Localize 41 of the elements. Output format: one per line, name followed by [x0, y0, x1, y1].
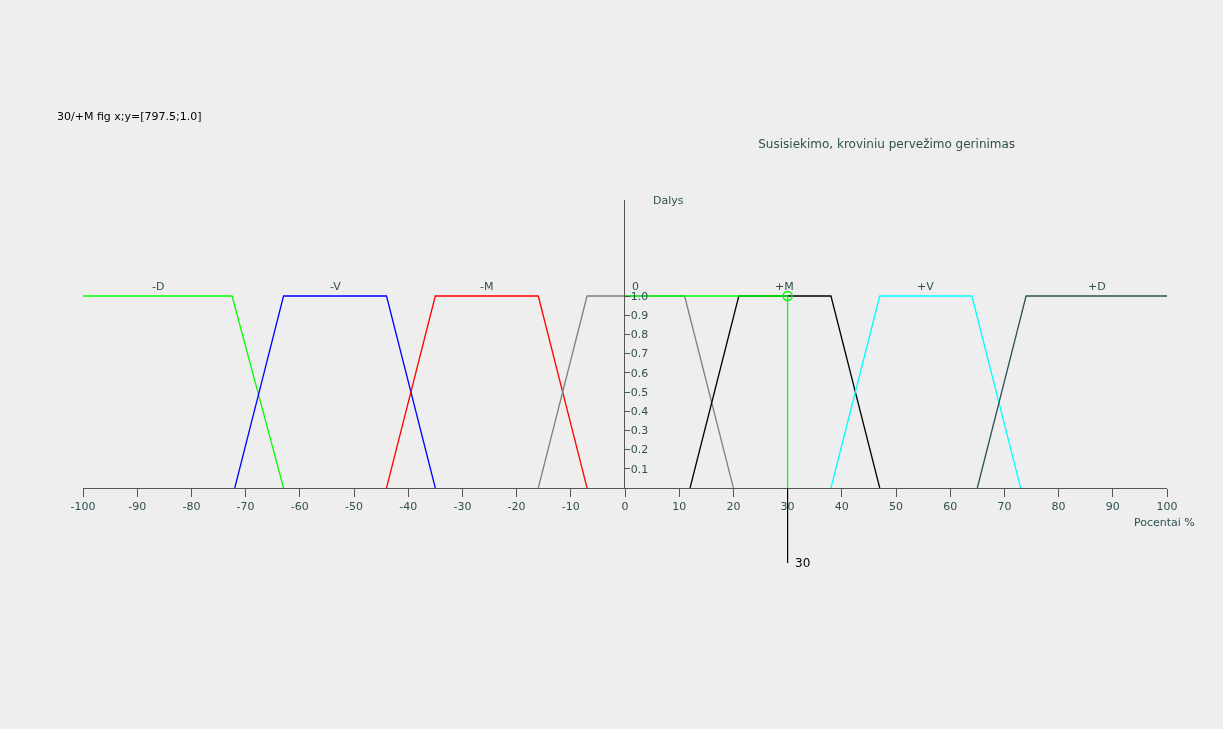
y-tick-label: 0.7 [630, 347, 649, 361]
x-tick-label: 40 [834, 500, 849, 514]
y-tick-label: 0.3 [630, 424, 649, 438]
x-tick-label: -70 [236, 500, 255, 514]
x-tick-label: -100 [70, 500, 96, 514]
y-tick-label: 0.8 [630, 328, 649, 342]
series-label: -D [152, 280, 165, 293]
x-tick-label: 10 [672, 500, 687, 514]
chart-title: Susisiekimo, kroviniu pervežimo gerinimas [758, 137, 1016, 152]
x-tick-label: -90 [128, 500, 147, 514]
series-label: +V [917, 280, 935, 293]
x-tick-label: -50 [345, 500, 363, 514]
x-tick-label: -30 [453, 500, 472, 514]
x-tick-label: 60 [943, 500, 958, 514]
x-tick-label: -60 [290, 500, 309, 514]
x-tick-label: -20 [507, 500, 526, 514]
series-label: +D [1088, 280, 1106, 293]
x-tick-label: -10 [561, 500, 580, 514]
y-tick-label: 0.6 [630, 366, 649, 380]
x-tick-label: 50 [889, 500, 903, 514]
y-tick-label: 0.9 [630, 309, 649, 323]
x-tick-label: 20 [726, 500, 741, 514]
x-tick-label: -80 [182, 500, 201, 514]
y-tick-label: 0.4 [630, 405, 649, 419]
y-tick-label: 0.1 [630, 462, 649, 476]
x-axis-title: Pocentai % [1134, 516, 1195, 529]
annotation: 30 [795, 556, 811, 570]
x-tick-label: 0 [621, 500, 629, 514]
x-tick-label: 80 [1051, 500, 1066, 514]
x-tick-label: 100 [1156, 500, 1178, 514]
series-label: +M [775, 280, 794, 293]
x-tick-label: -40 [399, 500, 418, 514]
series-label: 0 [632, 280, 639, 293]
y-tick-label: 0.5 [630, 385, 649, 399]
x-tick-label: 90 [1105, 500, 1120, 514]
series-label: -V [330, 280, 342, 293]
x-tick-label: 70 [997, 500, 1012, 514]
y-tick-label: 0.2 [630, 443, 649, 457]
text: 30/+M fig x;y=[797.5;1.0] [57, 110, 202, 123]
series-label: -M [480, 280, 494, 293]
y-axis-title: Dalys [653, 194, 684, 207]
